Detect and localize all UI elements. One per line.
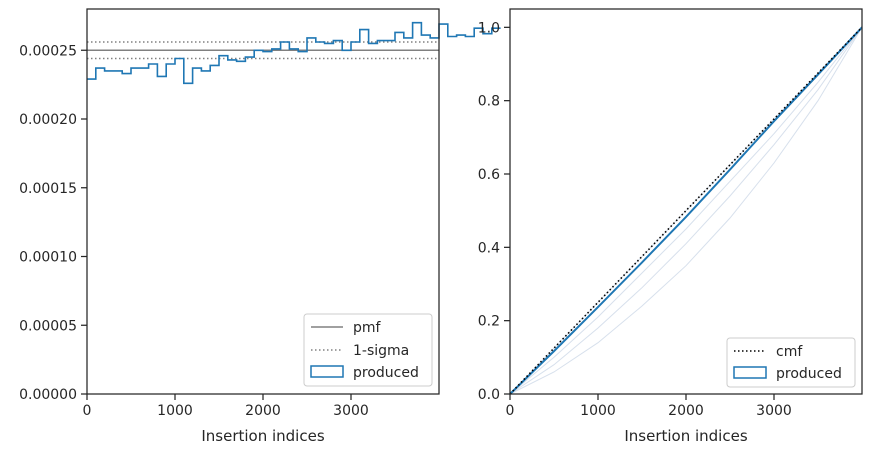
left-legend-box: [303, 313, 433, 387]
legend-label-produced-right: produced: [776, 366, 842, 382]
right-y-tick-label: 0.2: [478, 314, 500, 330]
left-x-tick-label: 1000: [157, 403, 193, 419]
right-plot-marks: [509, 26, 863, 395]
right-axes-frame: [509, 8, 863, 395]
left-x-tick-label: 2000: [245, 403, 281, 419]
left-histogram-panel: 0 1000 2000 3000 0.00000 0.00005 0.00010 0.0001…: [19, 8, 501, 445]
left-y-tick-label: 0.00000: [19, 387, 77, 403]
left-y-tick-label: 0.00020: [19, 112, 77, 128]
right-y-tick-label: 0.4: [478, 240, 500, 256]
left-ticks: 0 1000 2000 3000 0.00000 0.00005 0.00010 0.0001…: [19, 43, 369, 419]
faint-sample-curve: [509, 26, 863, 395]
left-x-tick-label: 3000: [333, 403, 369, 419]
legend-label-pmf: pmf: [353, 320, 382, 336]
right-y-tick-label: 0.8: [478, 94, 500, 110]
produced-legend-swatch-right: [733, 366, 767, 379]
right-x-tick-label: 1000: [580, 403, 616, 419]
produced-legend-swatch: [310, 365, 344, 378]
right-cumulative-panel: 0 1000 2000 3000 0.0 0.2 0.4 0.6 0.8 1.0 Insertio…: [478, 8, 863, 445]
left-y-tick-label: 0.00005: [19, 318, 77, 334]
left-y-tick-label: 0.00025: [19, 43, 77, 59]
cmf-line: [509, 26, 863, 395]
right-y-tick-label: 0.0: [478, 387, 500, 403]
right-y-tick-label: 0.6: [478, 167, 500, 183]
left-y-tick-label: 0.00015: [19, 181, 77, 197]
right-x-tick-label: 0: [506, 403, 515, 419]
right-x-axis-label: Insertion indices: [624, 427, 747, 445]
faint-sample-curve: [509, 27, 863, 395]
legend-label-produced-left: produced: [353, 365, 419, 381]
left-x-axis-label: Insertion indices: [201, 427, 324, 445]
legend-label-cmf: cmf: [776, 344, 803, 360]
left-x-tick-label: 0: [83, 403, 92, 419]
right-ticks: 0 1000 2000 3000 0.0 0.2 0.4 0.6 0.8 1.0: [478, 20, 792, 419]
produced-step-line: [87, 21, 501, 85]
right-y-tick-label: 1.0: [478, 20, 500, 36]
right-legend: cmf produced: [726, 337, 856, 388]
right-x-tick-label: 3000: [756, 403, 792, 419]
left-plot-marks: [87, 21, 501, 85]
left-legend: pmf 1-sigma produced: [303, 313, 433, 387]
produced-cumulative-line: [509, 26, 863, 395]
legend-label-1-sigma: 1-sigma: [353, 343, 409, 359]
left-y-tick-label: 0.00010: [19, 250, 77, 266]
right-x-tick-label: 2000: [668, 403, 704, 419]
faint-sample-curve: [509, 27, 863, 395]
